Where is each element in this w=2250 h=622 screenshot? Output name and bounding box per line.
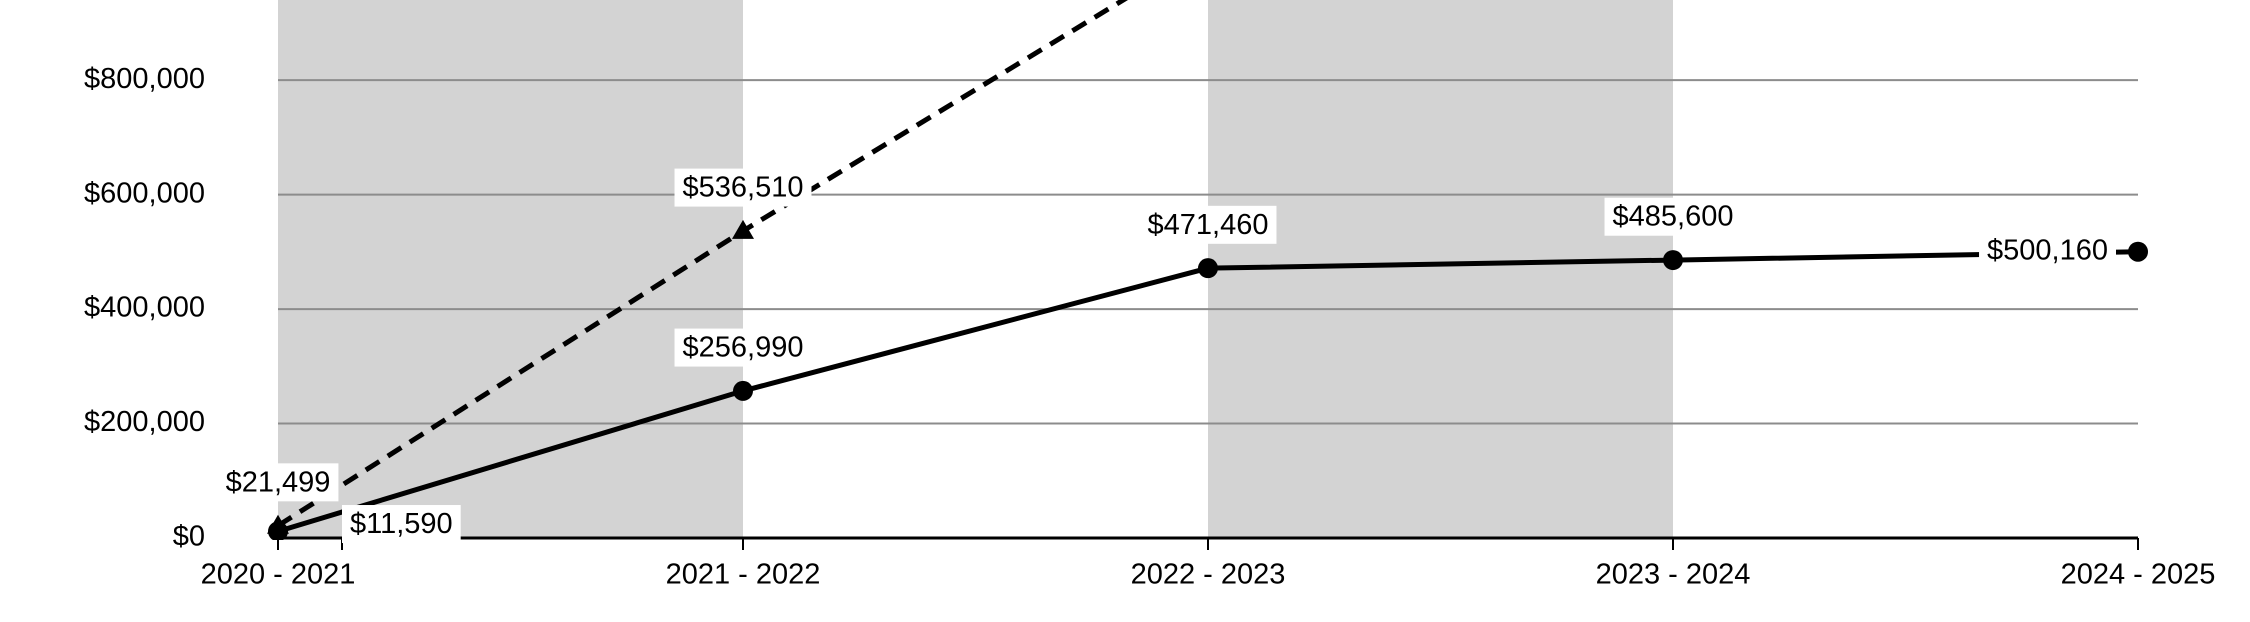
label-background	[674, 328, 812, 367]
data-label: $21,499	[226, 466, 331, 498]
plot-area	[267, 0, 2148, 540]
label-background	[1604, 197, 1742, 236]
x-tick-label: 2021 - 2022	[666, 559, 821, 591]
y-tick-label: $200,000	[84, 406, 205, 438]
band	[278, 0, 743, 538]
label-background	[217, 463, 339, 502]
marker	[1198, 258, 1218, 279]
label-background	[1139, 205, 1277, 244]
marker	[1663, 250, 1683, 271]
y-tick-label: $800,000	[84, 63, 205, 95]
x-tick-label: 2024 - 2025	[2061, 559, 2216, 591]
marker	[732, 219, 754, 239]
data-label: $471,460	[1148, 209, 1269, 241]
x-tick-label: 2023 - 2024	[1596, 559, 1751, 591]
data-label: $536,510	[683, 172, 804, 204]
marker	[733, 380, 753, 401]
y-tick-label: $400,000	[84, 292, 205, 324]
label-background	[342, 505, 461, 544]
data-label: $500,160	[1987, 234, 2108, 266]
x-tick-label: 2022 - 2023	[1131, 559, 1286, 591]
marker	[267, 514, 289, 534]
label-background	[1979, 231, 2116, 270]
x-tick-label: 2020 - 2021	[201, 559, 356, 591]
y-tick-label: $0	[173, 521, 205, 553]
marker	[2128, 241, 2148, 262]
label-background	[674, 168, 812, 207]
data-label: $485,600	[1613, 201, 1734, 233]
data-label: $256,990	[683, 332, 804, 364]
y-tick-label: $600,000	[84, 177, 205, 209]
data-label: $11,590	[350, 508, 453, 540]
